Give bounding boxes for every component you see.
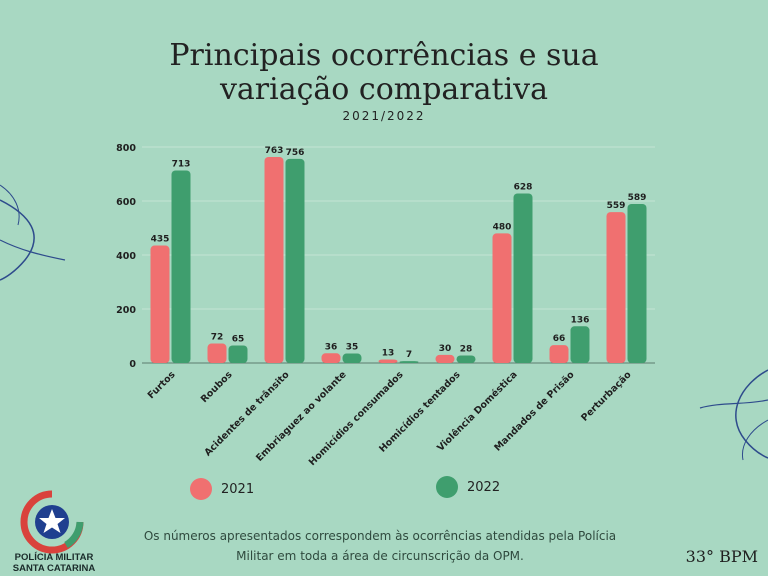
- data-label-2022: 628: [514, 182, 533, 192]
- leaf-decoration-left: [0, 184, 66, 281]
- y-tick-label: 400: [116, 251, 136, 262]
- chart-title-line2: variação comparativa: [219, 72, 549, 107]
- bar-2022: [171, 170, 191, 363]
- data-label-2022: 28: [460, 344, 473, 354]
- bar-2021: [378, 359, 398, 363]
- bar-2022: [399, 361, 419, 363]
- legend-label-2022: 2022: [467, 480, 501, 495]
- bar-2022: [513, 193, 533, 363]
- legend-dot-2021: [190, 478, 212, 500]
- footnote-line2: Militar em toda a área de circunscrição …: [236, 549, 524, 563]
- data-label-2021: 559: [607, 201, 626, 211]
- bar-2022: [570, 326, 590, 363]
- data-label-2022: 7: [406, 350, 412, 360]
- y-tick-label: 800: [116, 143, 136, 154]
- org-name-line2: SANTA CATARINA: [12, 563, 96, 574]
- bar-2021: [606, 212, 626, 363]
- x-tick-label: Homicídios consumados: [307, 369, 406, 468]
- data-label-2022: 136: [571, 315, 590, 325]
- data-label-2021: 30: [439, 344, 452, 354]
- footnote-line1: Os números apresentados correspondem às …: [143, 529, 617, 543]
- bar-2021: [150, 245, 170, 363]
- data-label-2022: 589: [628, 193, 647, 203]
- footnote: Os números apresentados correspondem às …: [130, 526, 630, 566]
- org-name-line1: POLÍCIA MILITAR: [14, 552, 94, 563]
- bar-2021: [435, 354, 455, 363]
- pmsc-logo-icon: [20, 490, 84, 554]
- data-label-2021: 435: [151, 235, 170, 245]
- bar-2022: [228, 345, 248, 363]
- data-label-2022: 35: [346, 343, 359, 353]
- bar-2021: [207, 343, 227, 363]
- bar-2022: [285, 158, 305, 363]
- chart-subtitle: 2021/2022: [342, 109, 426, 123]
- data-label-2021: 36: [325, 342, 338, 352]
- bar-2021: [549, 345, 569, 363]
- bar-2022: [456, 355, 476, 363]
- bar-2022: [627, 203, 647, 363]
- x-tick-label: Furtos: [146, 369, 178, 401]
- data-label-2021: 13: [382, 348, 395, 358]
- y-tick-label: 600: [116, 197, 136, 208]
- data-label-2021: 480: [493, 222, 512, 232]
- legend-label-2021: 2021: [221, 482, 255, 497]
- data-label-2021: 763: [265, 146, 284, 156]
- x-tick-label: Perturbação: [579, 369, 634, 424]
- y-tick-label: 0: [129, 359, 136, 370]
- data-label-2022: 713: [172, 159, 191, 169]
- data-label-2021: 66: [553, 334, 566, 344]
- data-label-2022: 65: [232, 334, 245, 344]
- bar-2022: [342, 353, 362, 363]
- bar-2021: [321, 353, 341, 363]
- battalion-label: 33° BPM: [685, 547, 758, 566]
- data-label-2021: 72: [211, 333, 224, 343]
- bar-2021: [492, 233, 512, 363]
- chart-title-line1: Principais ocorrências e sua: [169, 38, 599, 73]
- leaf-decoration-right: [699, 369, 768, 461]
- bar-2021: [264, 156, 284, 363]
- legend-dot-2022: [436, 476, 458, 498]
- y-tick-label: 200: [116, 305, 136, 316]
- data-label-2022: 756: [286, 148, 305, 158]
- x-tick-label: Roubos: [199, 369, 235, 405]
- x-tick-label: Embriaguez ao volante: [254, 369, 349, 464]
